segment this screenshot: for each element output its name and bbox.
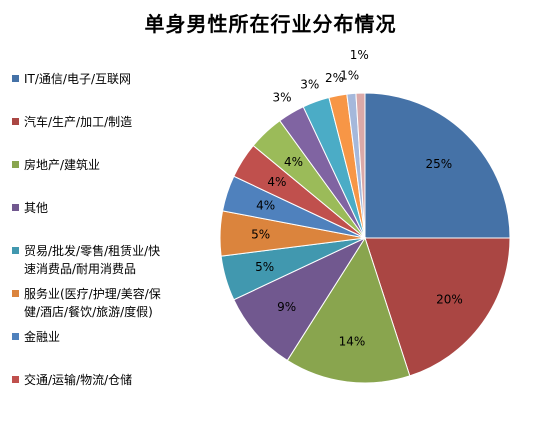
legend-swatch xyxy=(12,290,19,297)
pie-data-label: 14% xyxy=(339,335,366,349)
legend-swatch xyxy=(12,247,19,254)
legend-label: IT/通信/电子/互联网 xyxy=(24,70,204,88)
pie-data-label: 4% xyxy=(284,155,303,169)
pie-data-label: 1% xyxy=(340,69,359,83)
legend-label-line: 健/酒店/餐饮/旅游/度假) xyxy=(24,305,153,319)
pie-slice xyxy=(355,92,366,239)
legend-label: 服务业(医疗/护理/美容/保 健/酒店/餐饮/旅游/度假) xyxy=(24,285,204,321)
legend-label: 交通/运输/物流/仓储 xyxy=(24,371,204,389)
legend-swatch xyxy=(12,376,19,383)
pie-data-label: 4% xyxy=(267,175,286,189)
pie-slice xyxy=(364,237,511,377)
chart-title: 单身男性所在行业分布情况 xyxy=(144,12,397,36)
legend-label-line: 速消费品/耐用消费品 xyxy=(24,262,137,276)
pie-slice xyxy=(364,92,511,239)
legend-swatch xyxy=(12,161,19,168)
legend-label-line: 交通/运输/物流/仓储 xyxy=(24,373,133,387)
pie-data-label: 1% xyxy=(350,48,369,62)
legend-label: 金融业 xyxy=(24,328,204,346)
legend-swatch xyxy=(12,118,19,125)
legend-label-line: 贸易/批发/零售/租赁业/快 xyxy=(24,244,161,258)
legend-swatch xyxy=(12,204,19,211)
pie-data-label: 5% xyxy=(255,260,274,274)
pie-data-label: 5% xyxy=(251,228,270,242)
pie-data-label: 3% xyxy=(300,78,319,92)
pie-data-label: 2% xyxy=(325,71,344,85)
legend-label-line: 汽车/生产/加工/制造 xyxy=(24,115,133,129)
legend-label-line: 房地产/建筑业 xyxy=(24,158,101,172)
legend-swatch xyxy=(12,333,19,340)
legend-label: 其他 xyxy=(24,199,204,217)
legend-swatch xyxy=(12,75,19,82)
pie-data-label: 9% xyxy=(277,300,296,314)
pie-data-label: 25% xyxy=(425,157,452,171)
legend-label: 房地产/建筑业 xyxy=(24,156,204,174)
legend-label: 汽车/生产/加工/制造 xyxy=(24,113,204,131)
legend-label-line: 其他 xyxy=(24,201,49,215)
legend-label-line: 服务业(医疗/护理/美容/保 xyxy=(24,287,161,301)
pie-data-label: 4% xyxy=(256,199,275,213)
legend-label-line: IT/通信/电子/互联网 xyxy=(24,72,131,86)
pie-data-label: 3% xyxy=(272,91,291,105)
pie-slice xyxy=(286,236,411,384)
legend-label: 贸易/批发/零售/租赁业/快 速消费品/耐用消费品 xyxy=(24,242,204,278)
legend-label-line: 金融业 xyxy=(24,330,61,344)
pie-slice xyxy=(233,236,367,362)
pie-data-label: 20% xyxy=(436,292,463,306)
